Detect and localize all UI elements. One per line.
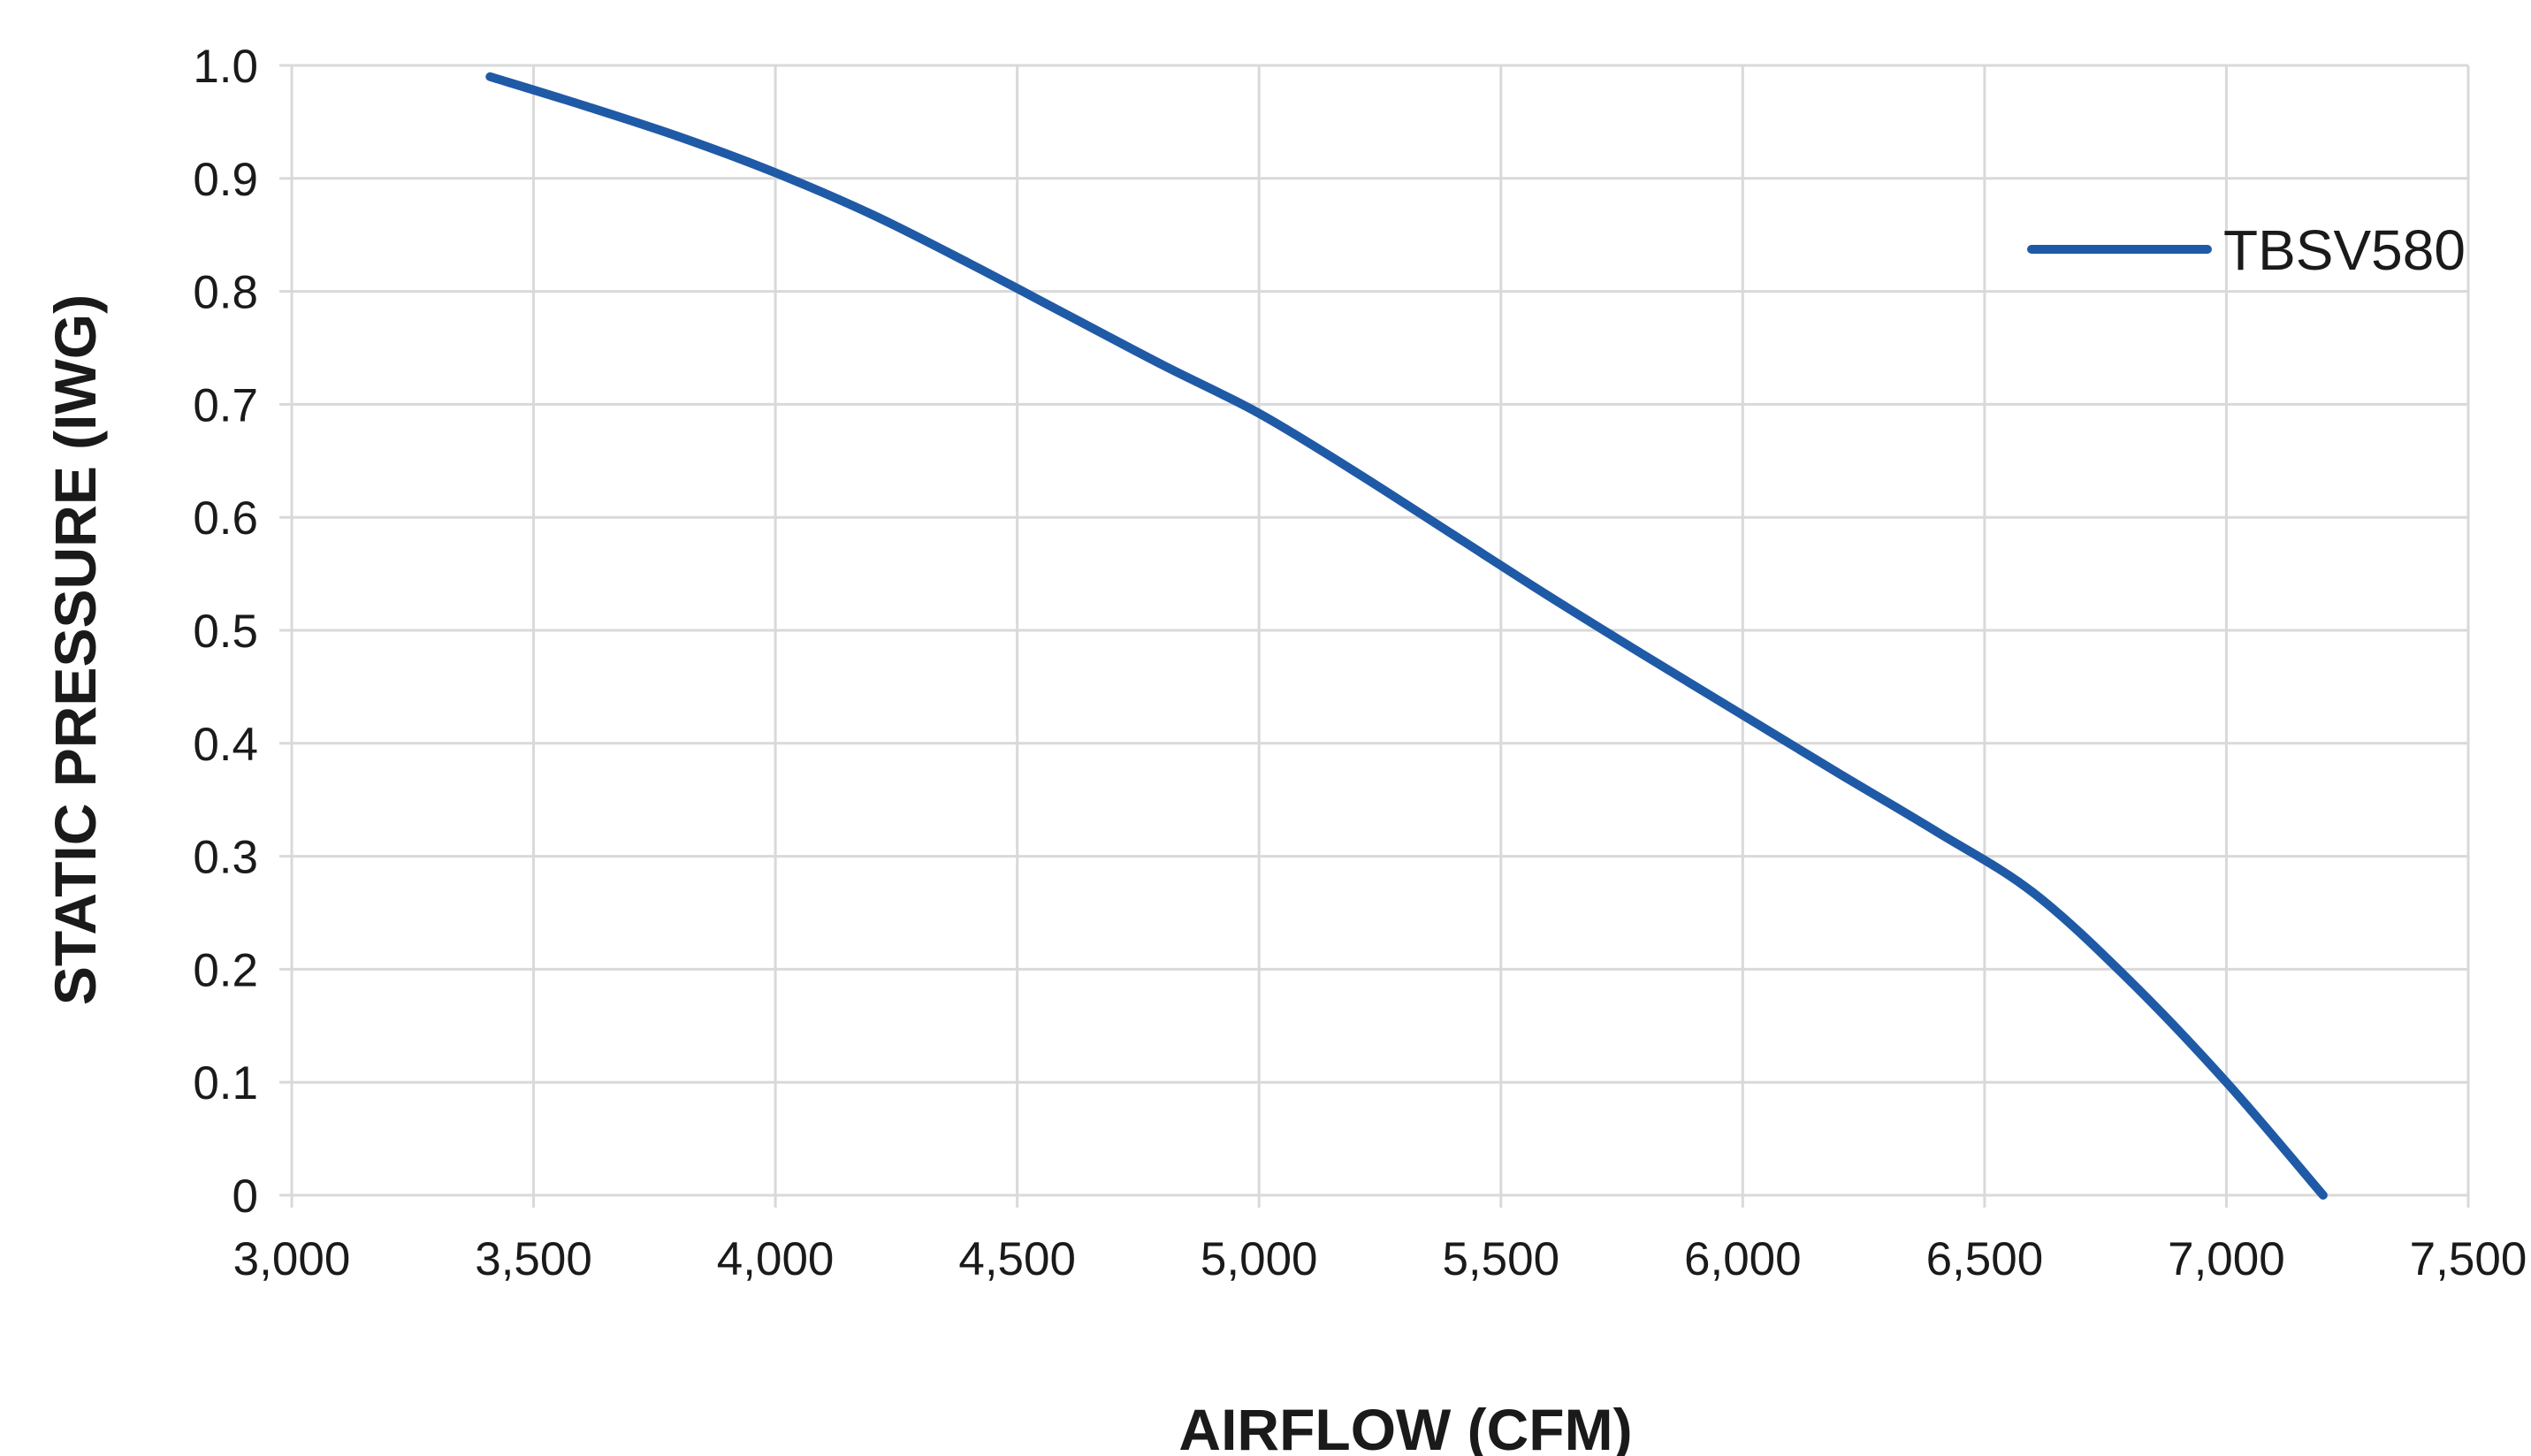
y-tick-label: 0.4 bbox=[193, 719, 258, 771]
y-tick-label: 0.7 bbox=[193, 379, 258, 431]
y-axis-title: STATIC PRESSURE (IWG) bbox=[42, 294, 108, 1005]
y-tick-label: 0.3 bbox=[193, 832, 258, 884]
y-tick-label: 0.2 bbox=[193, 944, 258, 996]
y-tick-label: 0.9 bbox=[193, 154, 258, 206]
x-axis-title: AIRFLOW (CFM) bbox=[1178, 1397, 1632, 1456]
legend-label: TBSV580 bbox=[2223, 218, 2466, 282]
y-tick-label: 0.6 bbox=[193, 492, 258, 545]
x-tick-label: 3,500 bbox=[475, 1233, 592, 1285]
x-tick-label: 3,000 bbox=[233, 1233, 351, 1285]
y-tick-label: 0.8 bbox=[193, 267, 258, 319]
x-tick-label: 5,000 bbox=[1201, 1233, 1318, 1285]
x-tick-label: 6,000 bbox=[1684, 1233, 1802, 1285]
y-tick-label: 0.1 bbox=[193, 1057, 258, 1109]
x-tick-label: 7,500 bbox=[2410, 1233, 2527, 1285]
series-layer bbox=[485, 72, 2328, 1200]
y-tick-label: 0 bbox=[233, 1170, 258, 1223]
x-tick-label: 4,000 bbox=[717, 1233, 835, 1285]
legend: TBSV580 bbox=[2027, 218, 2466, 282]
x-tick-label: 4,500 bbox=[958, 1233, 1076, 1285]
y-tick-label: 1.0 bbox=[193, 41, 258, 93]
x-tick-label: 6,500 bbox=[1926, 1233, 2044, 1285]
x-tick-label: 5,500 bbox=[1442, 1233, 1559, 1285]
series-line-tbsv580 bbox=[485, 72, 2328, 1200]
grid-layer bbox=[290, 64, 2470, 1197]
tick-layer: 3,000 3,500 4,000 4,500 5,000 5,500 6,000 6,500… bbox=[193, 41, 2527, 1285]
y-tick-label: 0.5 bbox=[193, 606, 258, 658]
x-tick-label: 7,000 bbox=[2168, 1233, 2285, 1285]
